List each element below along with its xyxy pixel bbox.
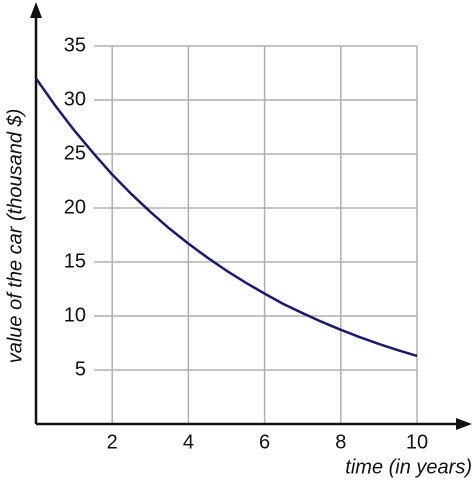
x-tick-label: 2 xyxy=(107,431,118,453)
y-axis-arrow xyxy=(30,2,42,18)
x-tick-label: 8 xyxy=(335,431,346,453)
x-tick-label: 6 xyxy=(259,431,270,453)
y-axis-label: value of the car (thousand $) xyxy=(4,109,26,364)
data-line xyxy=(34,77,418,358)
x-axis-arrow xyxy=(456,418,472,430)
y-tick-label: 35 xyxy=(64,34,86,56)
y-tick-label: 5 xyxy=(75,358,86,380)
x-axis-label: time (in years) xyxy=(345,456,472,478)
y-tick-label: 10 xyxy=(64,304,86,326)
y-tick-label: 25 xyxy=(64,142,86,164)
y-tick-label: 30 xyxy=(64,88,86,110)
y-tick-label: 15 xyxy=(64,250,86,272)
x-tick-label: 4 xyxy=(183,431,194,453)
y-tick-label: 20 xyxy=(64,196,86,218)
x-tick-label: 10 xyxy=(406,431,428,453)
